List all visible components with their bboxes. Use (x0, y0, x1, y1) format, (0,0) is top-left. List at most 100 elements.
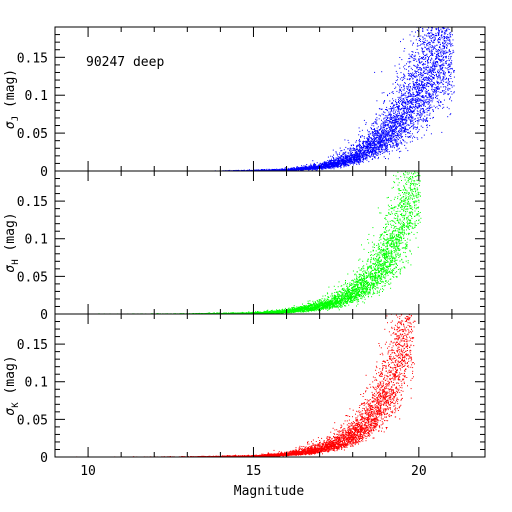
data-point (390, 140, 392, 142)
data-point (396, 149, 398, 151)
data-point (412, 82, 414, 84)
data-point (409, 136, 411, 138)
data-point (442, 23, 443, 24)
data-point (446, 28, 448, 30)
data-point (331, 158, 332, 160)
data-point (446, 37, 448, 39)
data-point (310, 167, 312, 169)
data-point (393, 143, 394, 145)
data-point (324, 162, 326, 164)
data-point (384, 100, 386, 101)
data-point (383, 129, 385, 130)
data-point (436, 76, 438, 78)
data-point (370, 155, 372, 157)
data-point (447, 69, 449, 71)
data-point (254, 169, 256, 171)
data-point (424, 34, 426, 36)
data-point (381, 119, 382, 121)
data-point (417, 45, 419, 47)
data-point (432, 37, 434, 39)
data-point (355, 156, 356, 158)
data-point (405, 118, 407, 120)
data-point (450, 55, 452, 57)
data-point (316, 169, 318, 171)
data-point (423, 100, 425, 102)
data-point (439, 61, 441, 63)
data-point (401, 87, 403, 89)
data-point (420, 61, 422, 63)
data-point (446, 51, 448, 53)
data-point (419, 89, 421, 91)
data-point (420, 7, 421, 8)
x-axis-title: Magnitude (234, 484, 305, 499)
data-point (441, 56, 443, 58)
data-point (424, 90, 426, 92)
data-point (397, 125, 399, 127)
data-point (315, 169, 317, 171)
data-point (432, 84, 434, 86)
data-point (375, 140, 377, 142)
data-point (360, 161, 362, 163)
data-point (405, 128, 407, 130)
data-point (411, 88, 413, 90)
data-point (389, 141, 391, 143)
data-point (377, 143, 379, 145)
data-point (359, 151, 361, 153)
data-point (372, 131, 374, 133)
data-point (428, 93, 430, 94)
data-point (393, 109, 395, 111)
data-point (340, 158, 342, 160)
data-point (318, 165, 320, 167)
data-point (409, 114, 411, 116)
data-point (416, 91, 418, 93)
data-point (363, 152, 365, 154)
data-point (412, 23, 413, 24)
data-point (274, 168, 276, 170)
data-point (418, 80, 420, 82)
data-point (377, 129, 379, 131)
data-point (315, 167, 317, 169)
data-point (383, 144, 385, 146)
data-point (406, 87, 408, 89)
data-point (414, 85, 416, 87)
data-point (388, 141, 389, 143)
data-point (358, 163, 360, 165)
data-point (303, 167, 305, 169)
data-point (433, 21, 434, 22)
data-point (344, 155, 346, 157)
data-point (428, 41, 430, 43)
data-point (362, 158, 364, 160)
data-point (444, 67, 446, 69)
data-point (421, 95, 423, 97)
data-point (369, 151, 371, 153)
data-point (352, 153, 354, 155)
data-point (365, 157, 367, 158)
data-point (324, 161, 326, 163)
data-point (409, 105, 411, 107)
data-point (441, 31, 443, 33)
data-point (401, 103, 403, 105)
data-point (410, 74, 412, 76)
data-point (440, 51, 442, 53)
data-point (356, 140, 357, 142)
data-point (424, 67, 426, 69)
data-point (449, 9, 450, 10)
data-point (428, 33, 430, 35)
data-point (367, 138, 369, 140)
data-point (419, 116, 421, 118)
data-point (427, 78, 429, 80)
data-point (400, 116, 402, 118)
data-point (359, 144, 361, 146)
data-point (314, 168, 316, 170)
data-point (398, 101, 399, 103)
data-point (363, 156, 365, 158)
data-point (418, 119, 420, 121)
data-point (432, 61, 434, 63)
data-point (401, 119, 403, 120)
data-point (426, 35, 428, 37)
data-point (301, 165, 303, 167)
data-point (395, 122, 397, 124)
data-point (381, 139, 383, 141)
data-point (431, 101, 433, 103)
data-point (442, 12, 443, 13)
